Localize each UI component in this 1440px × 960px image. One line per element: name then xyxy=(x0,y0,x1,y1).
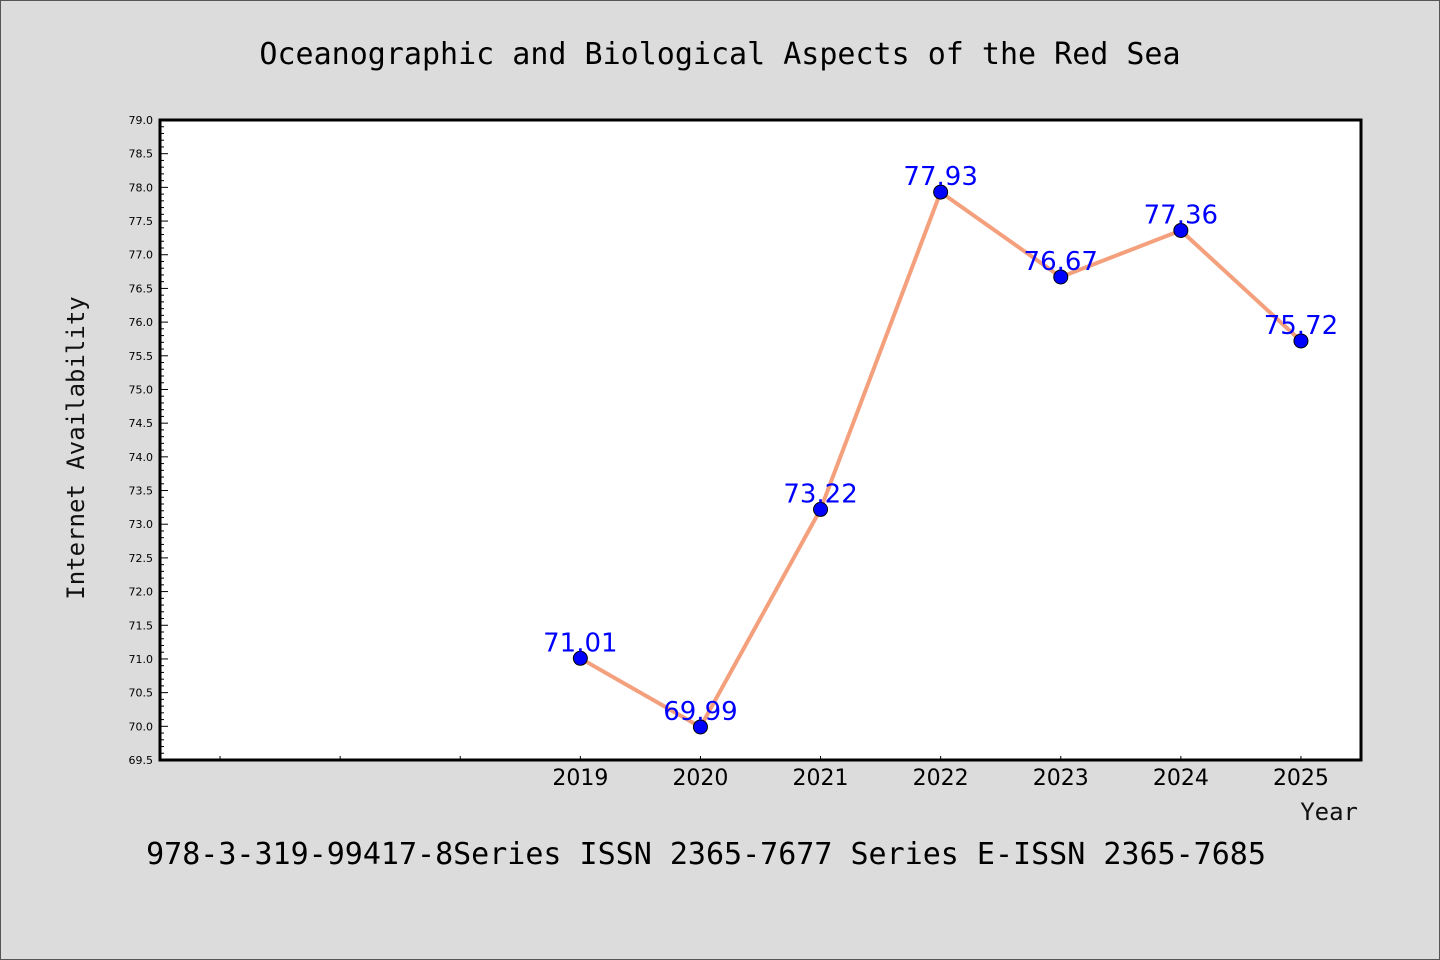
data-point xyxy=(933,184,949,200)
y-tick-label: 74.5 xyxy=(129,417,154,430)
y-tick-label: 79.0 xyxy=(129,114,154,127)
data-point xyxy=(813,501,829,517)
data-point xyxy=(692,719,708,735)
y-tick-label: 72.5 xyxy=(129,552,154,565)
y-tick-label: 73.0 xyxy=(129,518,154,531)
data-label: 71.01 xyxy=(543,628,617,658)
data-label: 76.67 xyxy=(1024,247,1098,277)
data-label: 69.99 xyxy=(663,697,737,727)
data-label: 77.93 xyxy=(903,162,977,192)
x-axis-label: Year xyxy=(1300,798,1358,826)
x-axis: 2019 2020 2021 2022 2023 2024 2025 xyxy=(219,756,1329,791)
series-layer: 71.01 69.99 73.22 77.93 76.67 77.36 75.72 xyxy=(543,162,1338,735)
y-tick-label: 69.5 xyxy=(129,754,154,767)
x-tick-label: 2023 xyxy=(1033,766,1089,791)
x-tick-label: 2019 xyxy=(552,766,608,791)
y-tick-label: 76.0 xyxy=(129,316,154,329)
y-axis-label: Internet Availability xyxy=(62,296,90,599)
chart-title: Oceanographic and Biological Aspects of … xyxy=(259,37,1180,72)
y-tick-label: 70.5 xyxy=(129,687,154,700)
data-point xyxy=(1053,269,1069,285)
y-tick-label: 75.5 xyxy=(129,350,154,363)
x-tick-label: 2021 xyxy=(793,766,849,791)
data-point xyxy=(572,650,588,666)
y-tick-label: 70.0 xyxy=(129,720,154,733)
data-point xyxy=(1293,333,1309,349)
y-tick-label: 77.0 xyxy=(129,249,154,262)
x-tick-label: 2024 xyxy=(1153,766,1209,791)
y-tick-label: 75.0 xyxy=(129,383,154,396)
x-tick-label: 2025 xyxy=(1273,766,1329,791)
y-tick-label: 76.5 xyxy=(129,282,154,295)
y-tick-label: 71.5 xyxy=(129,619,154,632)
plot-area xyxy=(158,118,1363,762)
data-point xyxy=(1173,222,1189,238)
x-tick-label: 2022 xyxy=(913,766,969,791)
data-label: 75.72 xyxy=(1264,311,1338,341)
data-label: 73.22 xyxy=(783,479,857,509)
footer-isbn-text: 978-3-319-99417-8Series ISSN 2365-7677 S… xyxy=(146,837,1266,872)
y-tick-label: 72.0 xyxy=(129,586,154,599)
data-label: 77.36 xyxy=(1144,200,1218,230)
y-tick-label: 78.5 xyxy=(129,148,154,161)
y-tick-label: 77.5 xyxy=(129,215,154,228)
y-tick-label: 71.0 xyxy=(129,653,154,666)
y-tick-label: 78.0 xyxy=(129,181,154,194)
y-axis: 69.5 70.0 70.5 71.0 71.5 72.0 72.5 73.0 73.5 74.0… xyxy=(129,114,168,767)
y-tick-label: 73.5 xyxy=(129,485,154,498)
y-tick-label: 74.0 xyxy=(129,451,154,464)
x-tick-label: 2020 xyxy=(672,766,728,791)
